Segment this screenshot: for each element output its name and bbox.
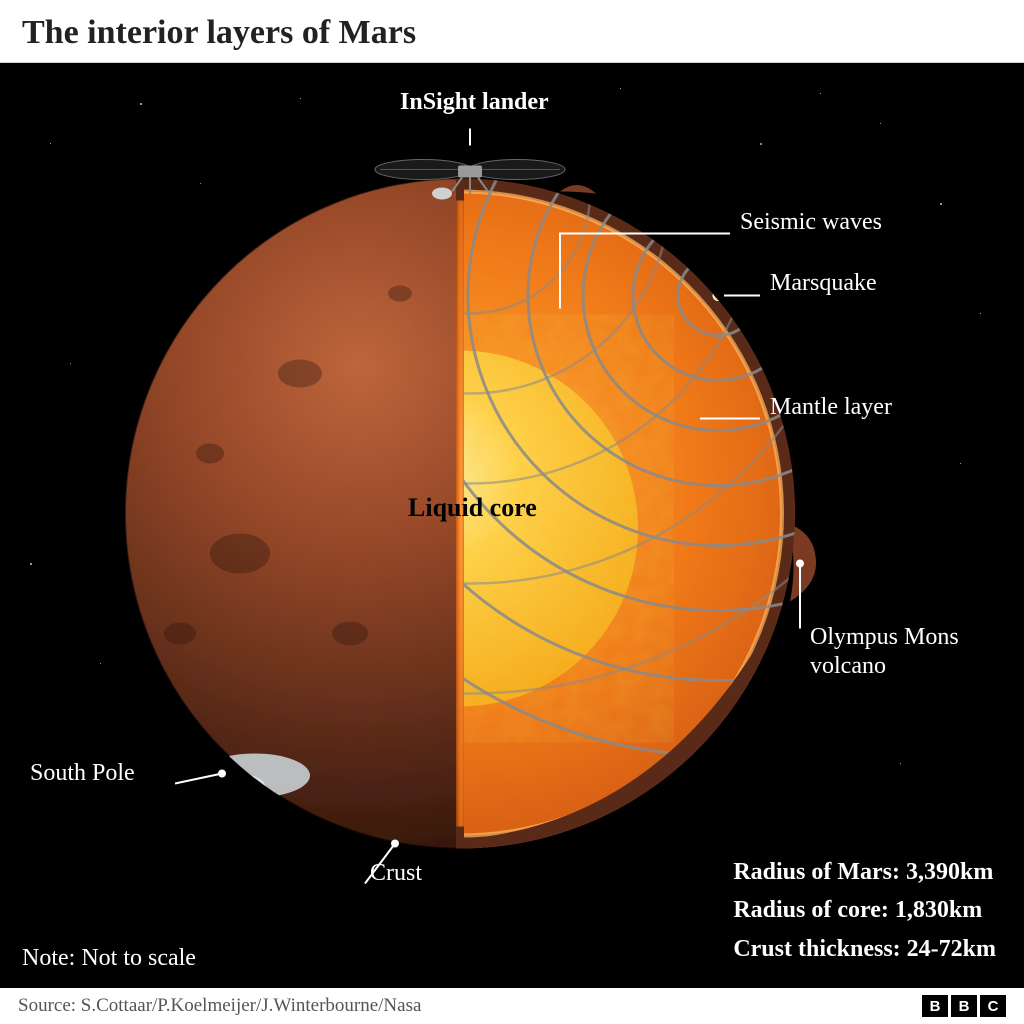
- label-olympus-l2: volcano: [810, 653, 886, 679]
- label-south-pole: South Pole: [30, 759, 135, 788]
- diagram-area: InSight lander Seismic waves Marsquake M…: [0, 63, 1024, 988]
- infographic-container: The interior layers of Mars: [0, 0, 1024, 1024]
- label-mantle: Mantle layer: [770, 393, 892, 422]
- page-title: The interior layers of Mars: [22, 14, 1004, 52]
- mars-cutaway-svg: [0, 63, 1024, 988]
- bbc-logo: B B C: [922, 995, 1006, 1017]
- stat-crust-thickness: Crust thickness: 24-72km: [733, 930, 996, 968]
- stat-radius-mars: Radius of Mars: 3,390km: [733, 853, 996, 891]
- label-liquid-core: Liquid core: [408, 493, 537, 523]
- label-olympus-l1: Olympus Mons: [810, 624, 959, 650]
- label-crust: Crust: [370, 859, 422, 888]
- stats-block: Radius of Mars: 3,390km Radius of core: …: [733, 853, 996, 968]
- label-marsquake: Marsquake: [770, 269, 877, 298]
- footer: Source: S.Cottaar/P.Koelmeijer/J.Winterb…: [0, 988, 1024, 1024]
- label-seismic: Seismic waves: [740, 208, 882, 237]
- label-insight: InSight lander: [400, 88, 549, 117]
- bbc-c: C: [980, 995, 1006, 1017]
- title-bar: The interior layers of Mars: [0, 0, 1024, 63]
- scale-note: Note: Not to scale: [22, 945, 196, 972]
- bbc-b1: B: [922, 995, 948, 1017]
- stat-radius-core: Radius of core: 1,830km: [733, 891, 996, 929]
- label-olympus: Olympus Mons volcano: [810, 623, 959, 681]
- source-text: Source: S.Cottaar/P.Koelmeijer/J.Winterb…: [18, 995, 421, 1017]
- bbc-b2: B: [951, 995, 977, 1017]
